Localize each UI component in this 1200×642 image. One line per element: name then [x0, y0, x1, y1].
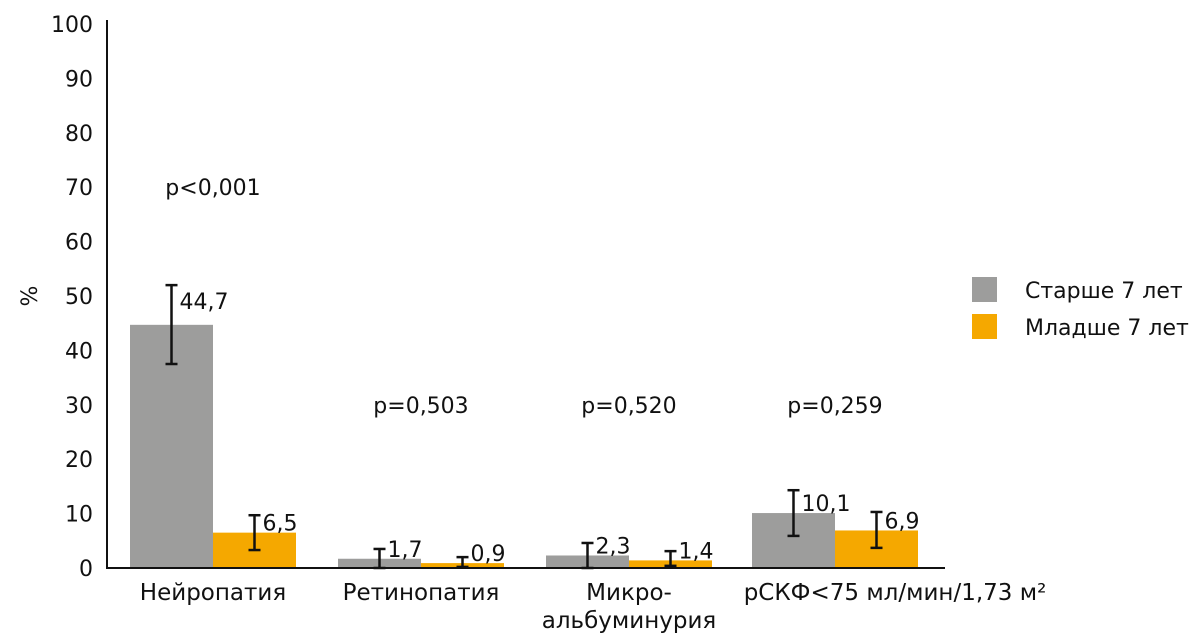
category-label: альбуминурия	[542, 608, 716, 634]
value-label: 1,7	[388, 538, 423, 563]
value-label: 1,4	[679, 539, 714, 564]
p-value-annotations: p<0,001 p=0,503 p=0,520 p=0,259	[165, 176, 882, 419]
value-label: 6,9	[885, 509, 920, 534]
y-tick-label: 70	[65, 176, 93, 201]
bars	[130, 324, 918, 568]
value-label: 10,1	[802, 492, 851, 517]
y-tick-label: 90	[65, 67, 93, 92]
category-label: рСКФ<75 мл/мин/1,73 м²	[744, 580, 1047, 606]
p-value-label: p=0,259	[787, 394, 882, 419]
y-axis-ticks: 0 10 20 30 40 50 60 70 80 90 100	[51, 13, 93, 582]
legend-label: Младше 7 лет	[1025, 316, 1189, 341]
value-label: 6,5	[263, 512, 298, 537]
y-tick-label: 50	[65, 285, 93, 310]
y-tick-label: 60	[65, 231, 93, 256]
y-tick-label: 0	[79, 557, 93, 582]
y-tick-label: 80	[65, 122, 93, 147]
value-label: 2,3	[596, 534, 631, 559]
category-label: Нейропатия	[140, 580, 286, 606]
value-label: 0,9	[471, 542, 506, 567]
category-label: Микро-	[586, 580, 672, 606]
y-tick-label: 10	[65, 503, 93, 528]
legend-swatch-younger	[972, 314, 997, 339]
p-value-label: p=0,520	[581, 394, 676, 419]
p-value-label: p=0,503	[373, 394, 468, 419]
value-labels: 44,7 6,5 1,7 0,9 2,3 1,4 10,1 6,9	[180, 290, 920, 567]
bar-older	[130, 324, 213, 568]
y-tick-label: 100	[51, 13, 93, 38]
category-label: Ретинопатия	[343, 580, 500, 606]
legend-label: Старше 7 лет	[1025, 279, 1183, 304]
p-value-label: p<0,001	[165, 176, 260, 201]
legend: Старше 7 лет Младше 7 лет	[972, 277, 1189, 341]
y-tick-label: 20	[65, 448, 93, 473]
y-tick-label: 30	[65, 394, 93, 419]
y-axis-label: %	[18, 286, 43, 307]
value-label: 44,7	[180, 290, 229, 315]
y-tick-label: 40	[65, 339, 93, 364]
x-axis-category-labels: Нейропатия Ретинопатия Микро-альбуминурия р…	[140, 580, 1047, 634]
legend-swatch-older	[972, 277, 997, 302]
